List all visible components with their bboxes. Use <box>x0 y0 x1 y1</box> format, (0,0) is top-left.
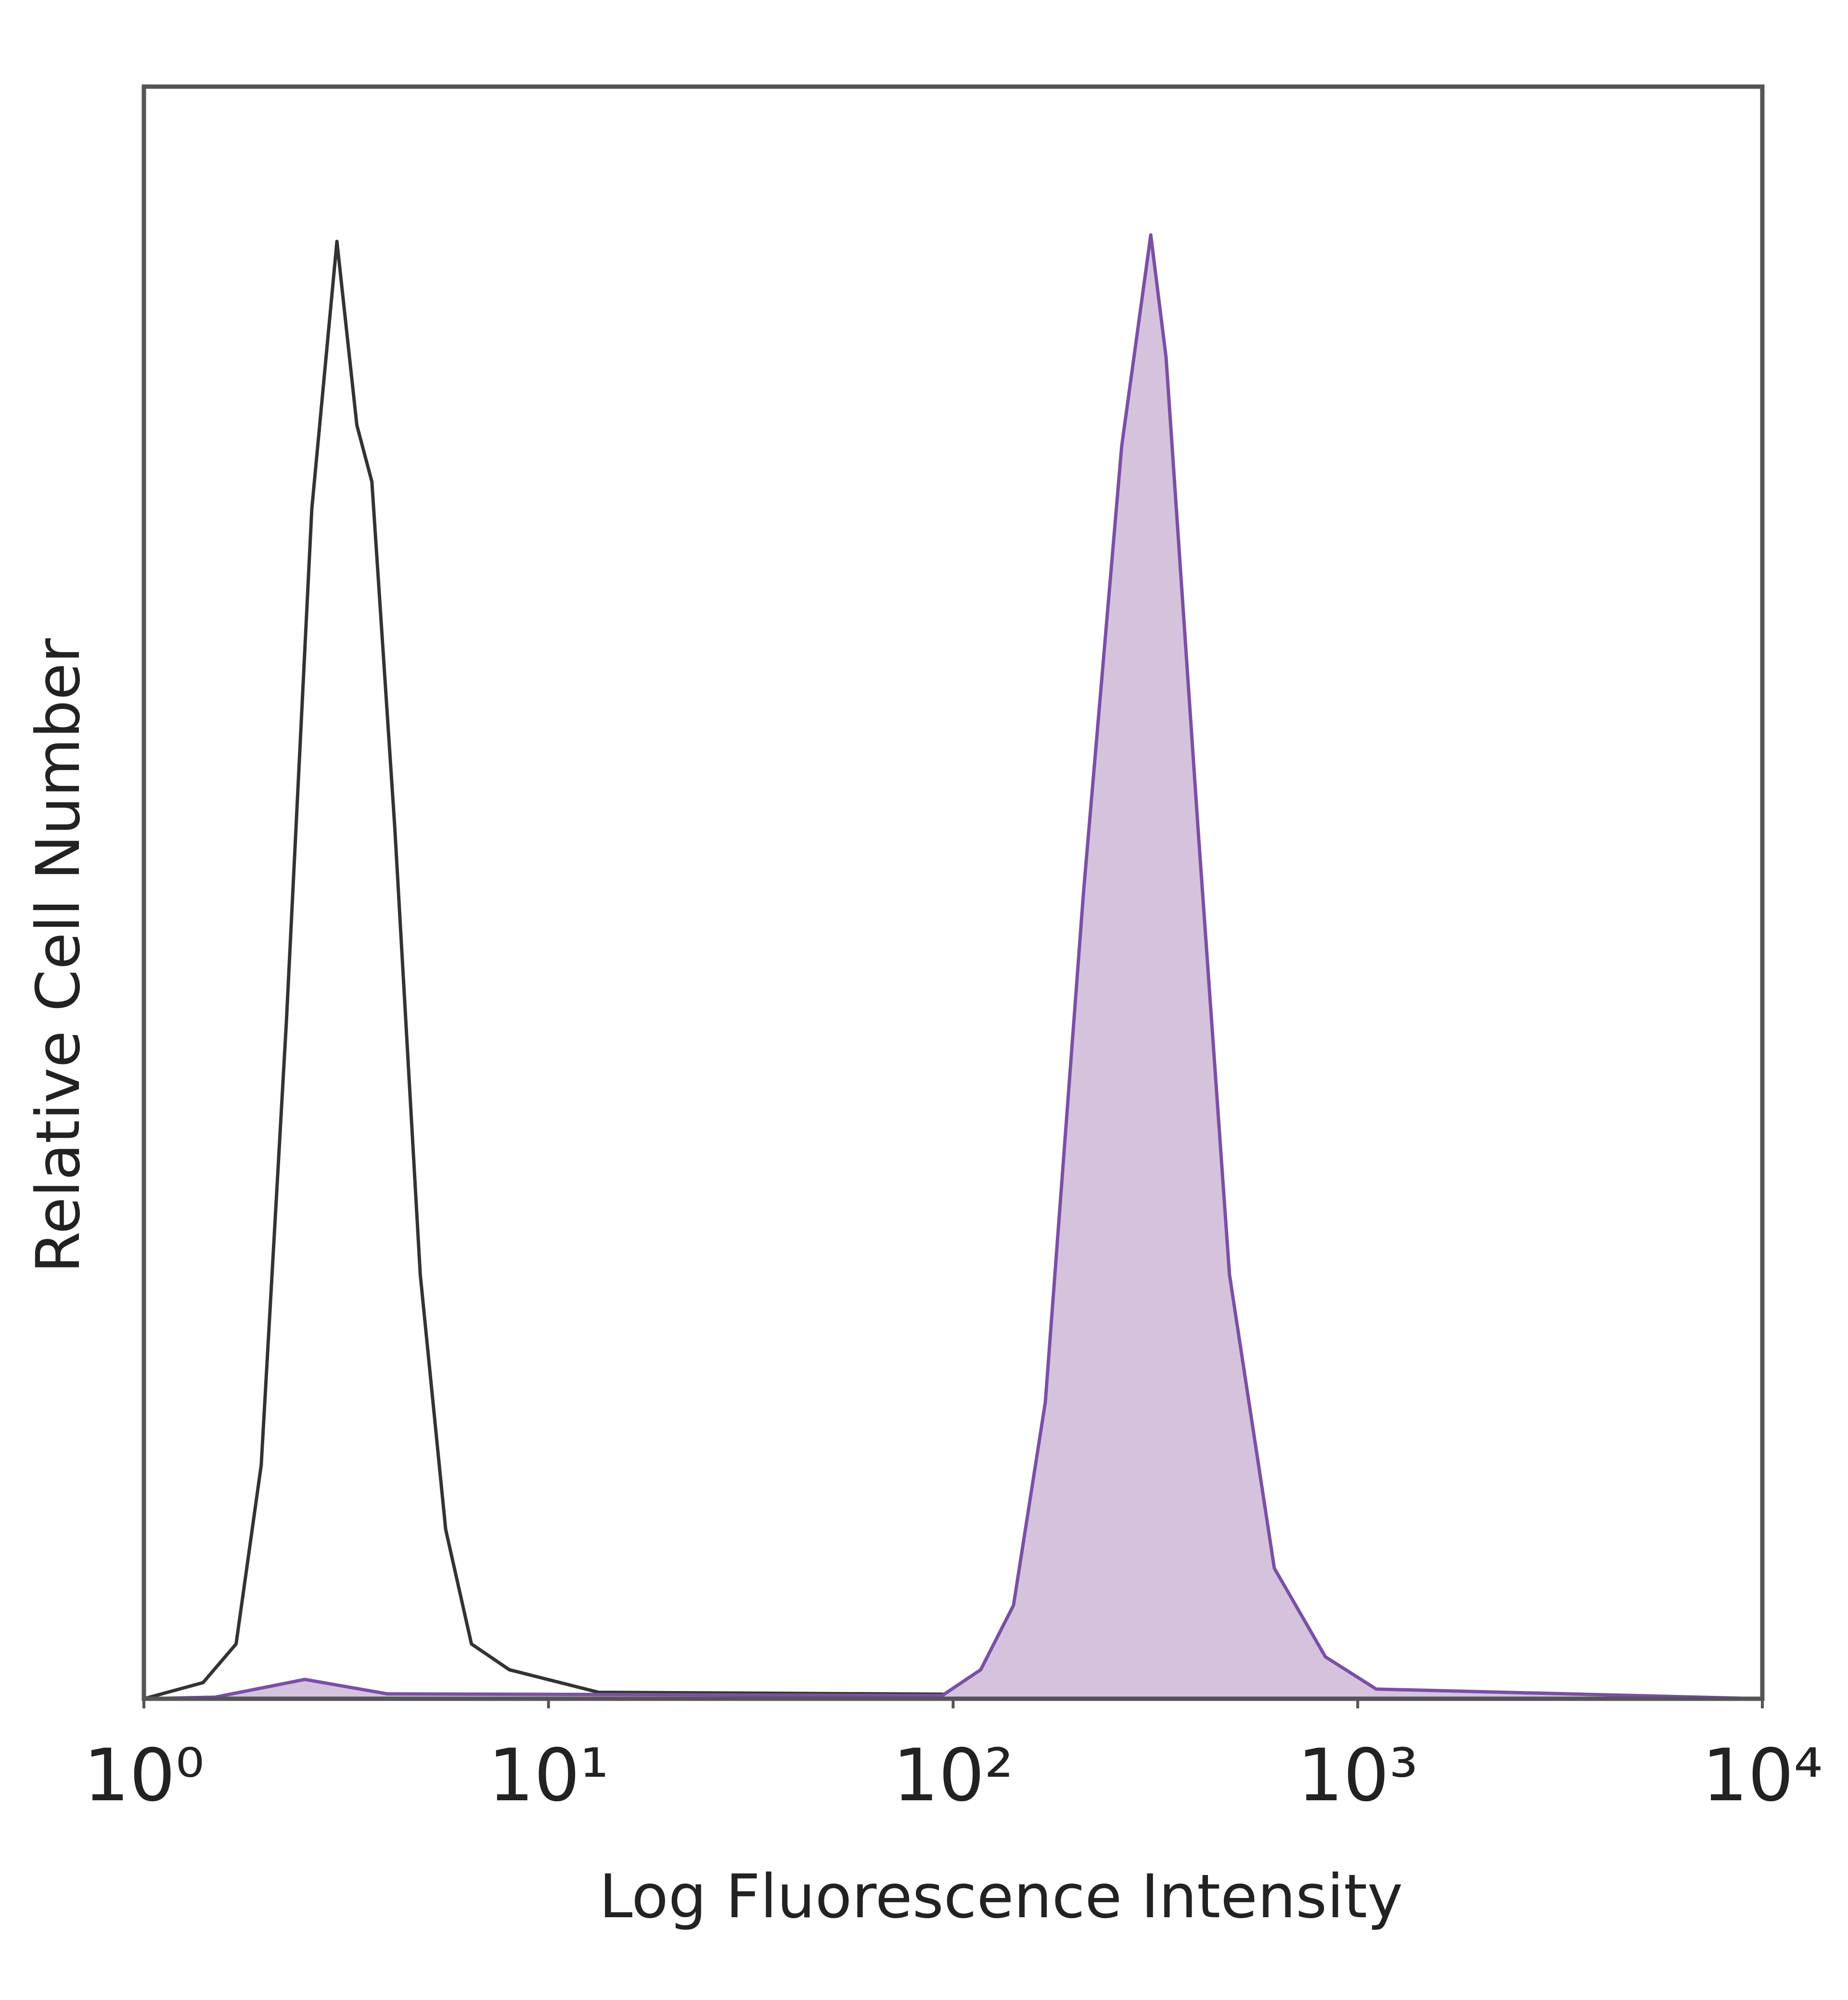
x-tick-label: 10⁰ <box>83 1734 204 1818</box>
x-tick-label: 10³ <box>1297 1734 1418 1818</box>
x-tick-label: 10¹ <box>488 1734 609 1818</box>
histogram-curve <box>142 233 1764 1701</box>
x-tick-label: 10⁴ <box>1702 1734 1822 1818</box>
y-axis-label: Relative Cell Number <box>24 638 93 1273</box>
x-tick-label: 10² <box>893 1734 1014 1818</box>
x-axis-label: Log Fluorescence Intensity <box>599 1862 1403 1932</box>
histogram-curve <box>143 240 1763 1701</box>
